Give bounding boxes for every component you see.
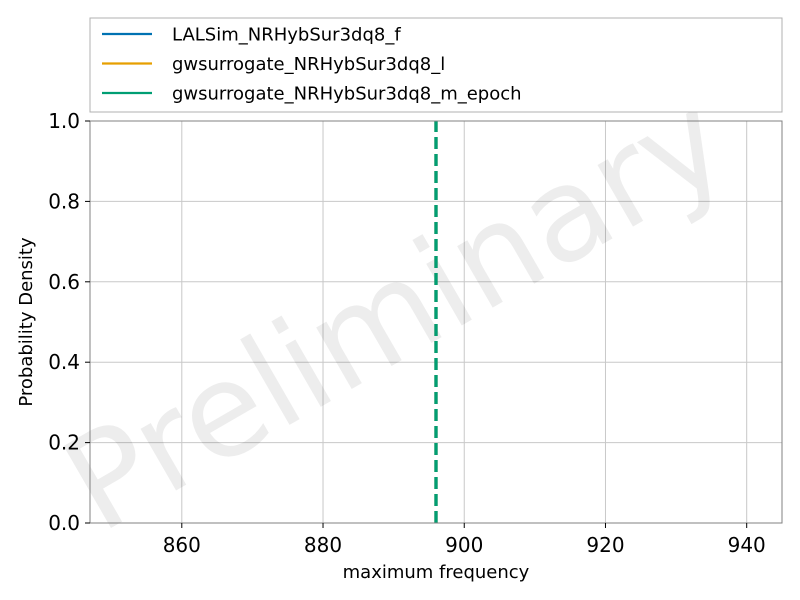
x-tick-label: 920 [586,533,624,557]
y-tick-label: 0.6 [48,270,80,294]
x-tick-label: 900 [445,533,483,557]
legend-label-0: LALSim_NRHybSur3dq8_f [172,25,401,46]
x-axis-label: maximum frequency [343,562,530,583]
legend: LALSim_NRHybSur3dq8_f gwsurrogate_NRHybSu… [89,17,783,113]
x-tick-label: 860 [163,533,201,557]
x-tick-label: 880 [304,533,342,557]
y-tick-label: 0.2 [48,431,80,455]
y-axis: 0.0 0.2 0.4 0.6 0.8 1.0 [48,109,90,535]
legend-label-1: gwsurrogate_NRHybSur3dq8_l [172,54,445,75]
y-tick-label: 0.4 [48,350,80,374]
legend-label-2: gwsurrogate_NRHybSur3dq8_m_epoch [172,84,522,105]
y-tick-label: 1.0 [48,109,80,133]
x-axis: 860 880 900 920 940 [163,523,766,557]
watermark-text: Preliminary [39,63,751,562]
y-tick-label: 0.8 [48,189,80,213]
legend-box [89,17,783,113]
plot-frame [89,120,783,524]
y-axis-label: Probability Density [16,237,37,407]
x-tick-label: 940 [728,533,766,557]
watermark-layer: Preliminary [39,63,751,562]
y-tick-label: 0.0 [48,511,80,535]
